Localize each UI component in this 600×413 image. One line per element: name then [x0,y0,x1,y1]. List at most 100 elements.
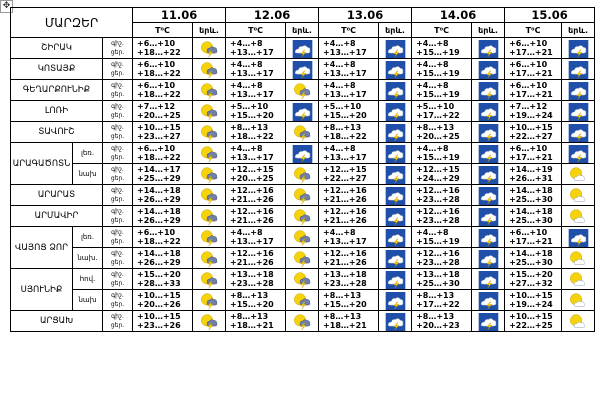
weather-icon-cell [192,226,227,248]
period-labels: գիշ. ցեր. [101,205,134,227]
weather-icon-cell [285,163,320,185]
sun-cloud-icon [567,208,590,226]
table-move-handle[interactable]: ✥ [0,0,13,13]
thunderstorm-icon [384,60,407,79]
weather-icon-cell [285,79,320,101]
night-temp: +10…+15 [509,291,553,300]
thunderstorm-icon [567,60,590,79]
thunderstorm-icon [291,39,314,58]
temperature-cell: +7…+12 +19…+24 [504,100,563,122]
weather-icon-cell [378,310,413,332]
thunderstorm-icon [477,207,500,226]
weather-icon-cell [378,58,413,80]
night-label: գիշ. [111,103,124,110]
night-label: գիշ. [111,271,124,278]
thunderstorm-icon [477,228,500,247]
thunderstorm-icon [567,144,590,163]
thunderstorm-icon [477,60,500,79]
day-temp: +26…+29 [137,195,181,204]
night-temp: +13…+18 [323,270,367,279]
sun-thunderstorm-icon [198,271,221,289]
day-label: ցեր. [110,301,125,308]
temperature-cell: +12…+16 +21…+26 [318,184,380,206]
day-temp: +25…+30 [509,258,553,267]
weather-icon-cell [285,184,320,206]
day-temp: +23…+28 [416,195,460,204]
temperature-cell: +12…+16 +21…+26 [318,205,380,227]
sun-thunderstorm-icon [198,166,221,184]
temperature-cell: +12…+15 +22…+27 [318,163,380,185]
temperature-cell: +8…+13 +15…+20 [318,289,380,311]
day-temp: +17…+21 [509,69,553,78]
region-name: ԱՐԱԳԱԾՈՏՆ [10,142,73,185]
day-label: ցեր. [110,280,125,287]
thunderstorm-icon [477,312,500,331]
night-label: գիշ. [111,229,124,236]
temperature-cell: +4…+8 +15…+19 [411,37,473,59]
temperature-cell: +4…+8 +13…+17 [318,142,380,164]
day-temp: +25…+30 [416,279,460,288]
day-temp: +26…+31 [509,174,553,183]
night-temp: +12…+16 [323,186,367,195]
temperature-cell: +4…+8 +13…+17 [318,37,380,59]
table-row: նախ. գիշ. ցեր. +14…+18 +26…+29 +12…+16 +21…+26… [11,247,596,269]
temperature-cell: +10…+15 +23…+26 [132,310,194,332]
temperature-cell: +6…+10 +18…+22 [132,37,194,59]
night-temp: +13…+18 [230,270,274,279]
day-temp: +22…+27 [323,174,367,183]
night-temp: +14…+18 [137,249,181,258]
thunderstorm-icon [477,81,500,100]
night-temp: +5…+10 [230,102,269,111]
period-labels: գիշ. ցեր. [101,79,134,101]
day-temp: +21…+26 [323,258,367,267]
icon-header: երև. [561,22,596,38]
weather-icon-cell [378,226,413,248]
table-row: ԱՐՄԱՎԻՐ գիշ. ցեր. +14…+18 +26…+29 +12…+16 +21…… [10,205,596,227]
region-name: ԿՈՏԱՅՔ [10,58,103,80]
temperature-cell: +6…+10 +17…+21 [504,79,563,101]
night-temp: +5…+10 [416,102,455,111]
day-temp: +17…+22 [416,300,460,309]
weather-icon-cell [471,205,506,227]
thunderstorm-icon [567,39,590,58]
day-temp: +17…+21 [509,153,553,162]
sun-thunderstorm-icon [291,271,314,289]
night-temp: +4…+8 [230,81,263,90]
sun-thunderstorm-icon [291,292,314,310]
thunderstorm-icon [384,102,407,121]
temperature-cell: +13…+18 +23…+28 [318,268,380,290]
temperature-cell: +13…+18 +25…+30 [411,268,473,290]
night-temp: +6…+10 [509,144,548,153]
sun-cloud-icon [567,313,590,331]
night-temp: +8…+13 [416,123,455,132]
table-row: նախ գիշ. ցեր. +14…+17 +25…+29 +12…+15 +20…+25 +… [11,163,596,185]
temperature-cell: +5…+10 +15…+20 [318,100,380,122]
thunderstorm-icon [477,291,500,310]
day-temp: +13…+17 [323,48,367,57]
weather-icon-cell [561,226,596,248]
day-temp: +18…+21 [230,321,274,330]
weather-icon-cell [285,247,320,269]
sun-thunderstorm-icon [291,250,314,268]
day-label: ցեր. [110,217,125,224]
weather-icon-cell [285,268,320,290]
temperature-cell: +8…+13 +18…+22 [318,121,380,143]
weather-icon-cell [561,37,596,59]
sun-thunderstorm-icon [291,208,314,226]
night-label: գիշ. [111,61,124,68]
temperature-cell: +4…+8 +13…+17 [318,226,380,248]
period-labels: գիշ. ցեր. [101,310,134,332]
thunderstorm-icon [567,228,590,247]
regions-header: ՄԱՐԶԵՐ [9,7,134,38]
temperature-cell: +6…+10 +17…+21 [504,226,563,248]
weather-icon-cell [285,289,320,311]
night-temp: +6…+10 [509,228,548,237]
temperature-cell: +8…+13 +20…+25 [411,121,473,143]
weather-icon-cell [378,289,413,311]
night-temp: +6…+10 [509,39,548,48]
day-temp: +13…+17 [230,90,274,99]
temperature-cell: +4…+8 +13…+17 [225,37,287,59]
thunderstorm-icon [477,165,500,184]
night-temp: +8…+13 [230,123,269,132]
temperature-cell: +5…+10 +15…+20 [225,100,287,122]
